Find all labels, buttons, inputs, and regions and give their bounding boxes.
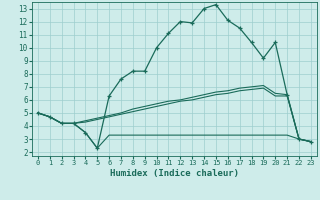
X-axis label: Humidex (Indice chaleur): Humidex (Indice chaleur)	[110, 169, 239, 178]
